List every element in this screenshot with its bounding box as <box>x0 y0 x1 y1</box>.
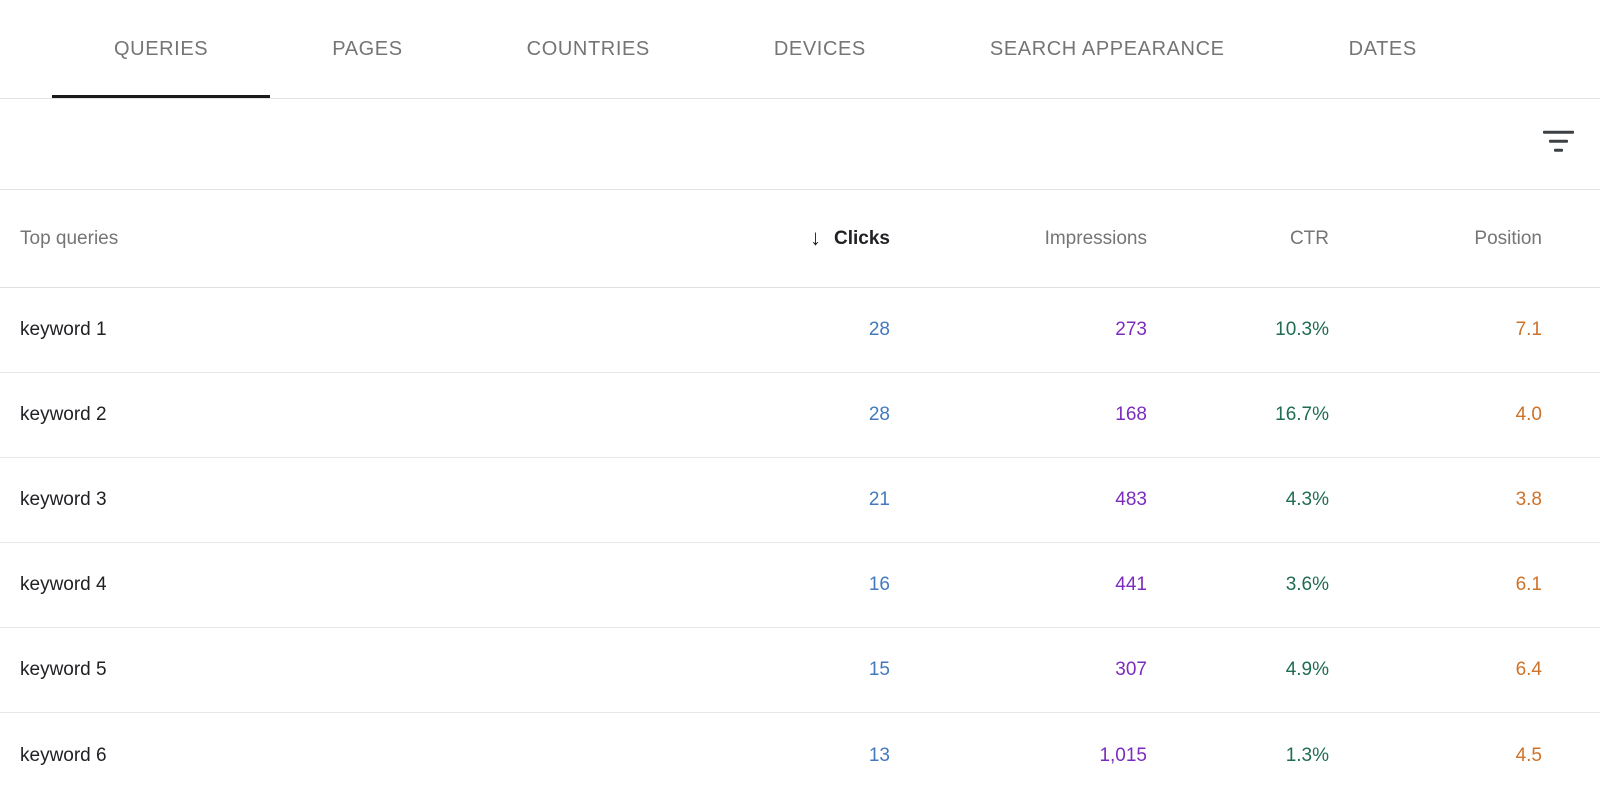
table-row[interactable]: keyword 5 15 307 4.9% 6.4 <box>0 628 1600 713</box>
table-row[interactable]: keyword 4 16 441 3.6% 6.1 <box>0 543 1600 628</box>
clicks-cell: 16 <box>868 574 890 595</box>
clicks-cell: 13 <box>868 744 890 766</box>
query-cell[interactable]: keyword 5 <box>20 659 107 680</box>
table-row[interactable]: keyword 2 28 168 16.7% 4.0 <box>0 373 1600 458</box>
tab-label: DEVICES <box>773 37 866 60</box>
query-cell[interactable]: keyword 6 <box>20 744 107 766</box>
impressions-cell: 441 <box>1115 574 1147 595</box>
position-cell: 4.5 <box>1515 744 1542 766</box>
tab-devices[interactable]: DEVICES <box>712 0 928 98</box>
table-toolbar <box>0 99 1600 190</box>
clicks-cell: 28 <box>868 319 890 340</box>
clicks-cell: 15 <box>868 659 890 680</box>
query-cell[interactable]: keyword 4 <box>20 574 107 595</box>
ctr-cell: 4.3% <box>1285 489 1329 510</box>
position-cell: 3.8 <box>1515 489 1542 510</box>
query-cell[interactable]: keyword 3 <box>20 489 107 510</box>
ctr-cell: 16.7% <box>1275 404 1329 425</box>
table-row[interactable]: keyword 3 21 483 4.3% 3.8 <box>0 458 1600 543</box>
column-header-clicks[interactable]: ↓ Clicks <box>670 224 890 250</box>
table-body: keyword 1 28 273 10.3% 7.1 keyword 2 28 … <box>0 288 1600 796</box>
ctr-cell: 3.6% <box>1285 574 1329 595</box>
impressions-cell: 307 <box>1115 659 1147 680</box>
table-row[interactable]: keyword 6 13 1,015 1.3% 4.5 <box>0 713 1600 796</box>
position-cell: 6.1 <box>1515 574 1542 595</box>
position-cell: 4.0 <box>1515 404 1542 425</box>
tab-label: PAGES <box>332 37 403 60</box>
tab-search-appearance[interactable]: SEARCH APPEARANCE <box>928 0 1287 98</box>
column-header-ctr[interactable]: CTR <box>1289 227 1329 249</box>
position-cell: 6.4 <box>1515 659 1542 680</box>
column-header-top-queries[interactable]: Top queries <box>20 227 119 249</box>
column-header-impressions[interactable]: Impressions <box>1044 227 1147 249</box>
tab-label: COUNTRIES <box>526 37 650 60</box>
report-tabbar: QUERIES PAGES COUNTRIES DEVICES SEARCH A… <box>0 0 1600 99</box>
ctr-cell: 1.3% <box>1285 744 1329 766</box>
filter-list-icon <box>1542 130 1574 152</box>
column-header-position[interactable]: Position <box>1474 227 1542 249</box>
table-header-row: Top queries ↓ Clicks Impressions CTR Pos… <box>0 190 1600 288</box>
queries-table: Top queries ↓ Clicks Impressions CTR Pos… <box>0 190 1600 796</box>
tab-countries[interactable]: COUNTRIES <box>465 0 712 98</box>
tab-label: SEARCH APPEARANCE <box>989 37 1225 60</box>
table-row[interactable]: keyword 1 28 273 10.3% 7.1 <box>0 288 1600 373</box>
position-cell: 7.1 <box>1515 319 1542 340</box>
sort-descending-arrow-icon: ↓ <box>810 224 822 250</box>
query-cell[interactable]: keyword 1 <box>20 319 107 340</box>
tab-label: DATES <box>1348 37 1417 60</box>
impressions-cell: 273 <box>1115 319 1147 340</box>
tab-dates[interactable]: DATES <box>1287 0 1479 98</box>
impressions-cell: 168 <box>1115 404 1147 425</box>
tab-label: QUERIES <box>114 37 209 60</box>
tab-pages[interactable]: PAGES <box>270 0 464 98</box>
ctr-cell: 4.9% <box>1285 659 1329 680</box>
clicks-cell: 21 <box>868 489 890 510</box>
impressions-cell: 483 <box>1115 489 1147 510</box>
tab-queries[interactable]: QUERIES <box>52 0 271 98</box>
query-cell[interactable]: keyword 2 <box>20 404 107 425</box>
clicks-cell: 28 <box>868 404 890 425</box>
impressions-cell: 1,015 <box>1099 744 1147 766</box>
column-header-clicks-label: Clicks <box>834 227 890 249</box>
ctr-cell: 10.3% <box>1275 319 1329 340</box>
filter-rows-button[interactable] <box>1538 121 1578 161</box>
